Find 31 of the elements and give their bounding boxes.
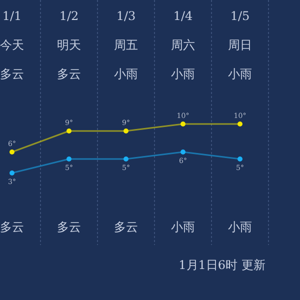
- text: 小雨: [228, 220, 252, 234]
- point: [66, 156, 72, 162]
- point: [10, 150, 14, 154]
- point: [124, 128, 128, 134]
- point: [66, 128, 72, 134]
- point: [238, 156, 242, 162]
- x-tick-label: 1/2: [59, 9, 79, 23]
- text: 明天: [57, 38, 81, 52]
- text: 小雨: [228, 67, 252, 81]
- text: 多云: [0, 67, 24, 81]
- x-tick-label: 1/3: [116, 9, 136, 23]
- text: 1月1日6时 更新: [178, 258, 266, 272]
- text: 小雨: [171, 220, 195, 234]
- text: 小雨: [114, 67, 138, 81]
- text: 多云: [0, 220, 24, 234]
- x-tick-label: 1/4: [173, 9, 194, 23]
- point: [180, 150, 186, 154]
- point: [10, 170, 14, 176]
- point: [124, 156, 128, 162]
- x-tick-label: 1/5: [230, 9, 250, 23]
- text: 周五: [114, 38, 138, 52]
- text: 周日: [228, 38, 252, 52]
- x-tick-label: 1/1: [2, 9, 22, 23]
- point: [180, 122, 186, 126]
- text: 多云: [57, 220, 81, 234]
- text: 小雨: [171, 67, 195, 81]
- text: 多云: [57, 67, 81, 81]
- text: 多云: [114, 220, 138, 234]
- point: [238, 122, 242, 126]
- text: 今天: [0, 38, 24, 52]
- text: 周六: [171, 38, 195, 52]
